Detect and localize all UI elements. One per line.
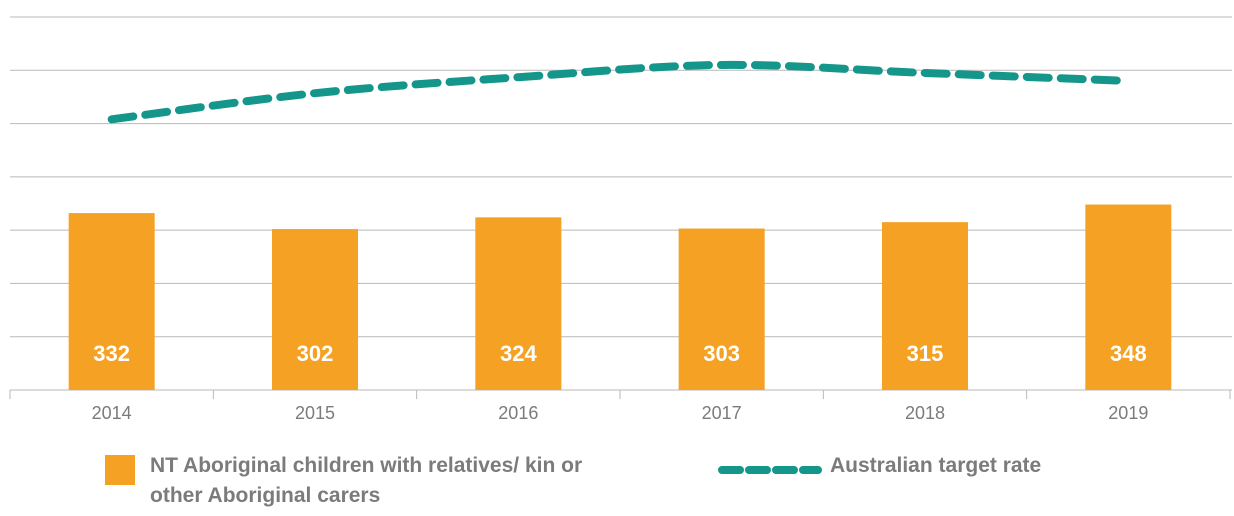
x-tick-label: 2019 xyxy=(1108,403,1148,423)
bar xyxy=(882,222,968,390)
bar xyxy=(68,213,155,390)
bar xyxy=(678,228,765,390)
legend-label: NT Aboriginal children with relatives/ k… xyxy=(150,454,583,507)
data-label: 332 xyxy=(93,341,130,366)
x-tick-label: 2018 xyxy=(905,403,945,423)
x-tick-label: 2016 xyxy=(498,403,538,423)
x-tick-label: 2015 xyxy=(295,403,335,423)
bar xyxy=(272,229,358,390)
data-label: 348 xyxy=(1110,341,1147,366)
legend-swatch xyxy=(105,455,135,485)
x-tick-label: 2014 xyxy=(92,403,132,423)
data-label: 303 xyxy=(703,341,740,366)
bar xyxy=(475,217,562,390)
x-tick-label: 2017 xyxy=(702,403,742,423)
legend-line xyxy=(718,466,822,474)
data-label: 315 xyxy=(907,341,944,366)
bar xyxy=(1085,204,1172,390)
legend-label: Australian target rate xyxy=(830,454,1042,477)
line xyxy=(107,60,1133,124)
data-label: 302 xyxy=(297,341,334,366)
data-label: 324 xyxy=(500,341,537,366)
